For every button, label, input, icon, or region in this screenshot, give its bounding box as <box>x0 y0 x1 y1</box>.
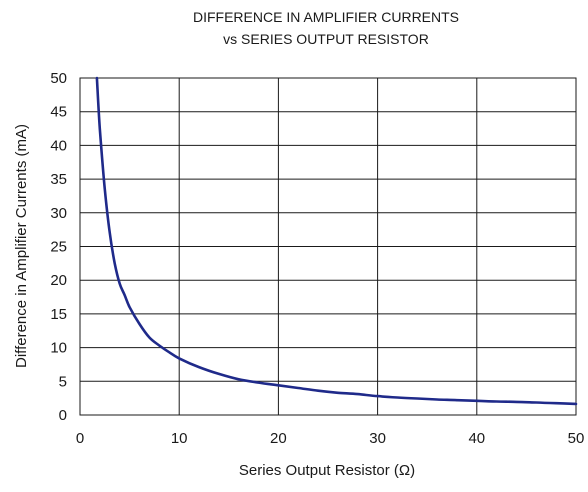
plot-frame <box>79 77 577 416</box>
x-tick-label: 30 <box>369 430 386 447</box>
y-tick-labels: 0 5 10 15 20 25 30 35 40 45 50 <box>50 70 67 424</box>
grid <box>80 78 576 415</box>
y-tick-label: 30 <box>50 205 67 222</box>
y-tick-label: 0 <box>59 407 67 424</box>
x-tick-label: 0 <box>76 430 84 447</box>
data-line <box>95 76 578 406</box>
y-tick-label: 50 <box>50 70 67 87</box>
y-tick-label: 25 <box>50 239 67 256</box>
x-tick-label: 50 <box>568 430 585 447</box>
x-tick-label: 20 <box>270 430 287 447</box>
y-tick-label: 15 <box>50 306 67 323</box>
x-tick-label: 10 <box>171 430 188 447</box>
y-tick-label: 35 <box>50 171 67 188</box>
y-tick-label: 5 <box>59 373 67 390</box>
x-tick-label: 40 <box>468 430 485 447</box>
x-axis-label: Series Output Resistor (Ω) <box>239 462 415 479</box>
y-tick-label: 20 <box>50 272 67 289</box>
chart-title-line-1: DIFFERENCE IN AMPLIFIER CURRENTS <box>193 9 459 25</box>
y-tick-label: 45 <box>50 104 67 121</box>
chart-title-line-2: vs SERIES OUTPUT RESISTOR <box>223 31 429 47</box>
y-axis-label: Difference in Amplifier Currents (mA) <box>13 124 30 368</box>
y-tick-label: 10 <box>50 340 67 357</box>
y-tick-label: 40 <box>50 137 67 154</box>
x-tick-labels: 0 10 20 30 40 50 <box>76 430 585 447</box>
